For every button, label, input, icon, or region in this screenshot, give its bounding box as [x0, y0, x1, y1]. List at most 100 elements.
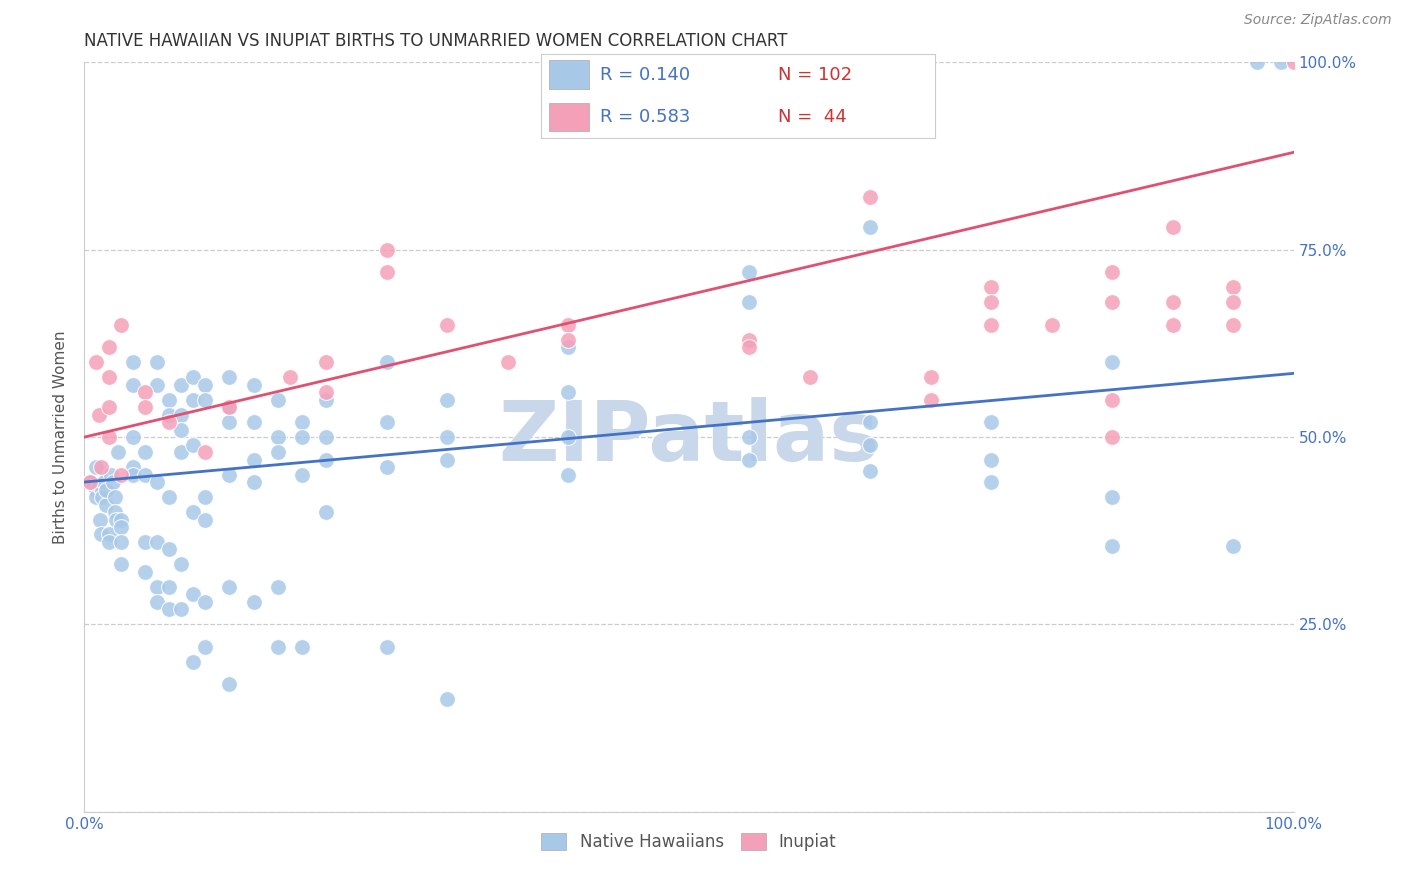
Point: [1270, 55, 1292, 70]
Point: [242, 475, 264, 489]
Point: [157, 408, 180, 422]
Point: [170, 445, 193, 459]
Point: [1222, 280, 1244, 294]
Point: [375, 640, 398, 654]
Point: [103, 475, 125, 489]
Point: [194, 640, 217, 654]
Point: [121, 460, 143, 475]
Point: [291, 415, 314, 429]
Point: [557, 340, 579, 354]
Point: [315, 430, 337, 444]
Point: [436, 318, 458, 332]
Point: [496, 355, 519, 369]
Point: [194, 512, 217, 526]
Point: [267, 580, 290, 594]
Bar: [550, 103, 589, 131]
Point: [134, 535, 156, 549]
Bar: [550, 61, 589, 89]
Point: [104, 490, 127, 504]
Point: [194, 377, 217, 392]
Point: [97, 370, 120, 384]
Point: [267, 430, 290, 444]
Text: R = 0.140: R = 0.140: [600, 66, 690, 84]
Point: [291, 467, 314, 482]
Point: [1161, 295, 1184, 310]
Point: [110, 512, 132, 526]
Point: [146, 377, 169, 392]
Point: [94, 498, 117, 512]
Point: [79, 475, 101, 489]
Point: [315, 355, 337, 369]
Point: [859, 190, 882, 204]
Point: [375, 243, 398, 257]
Point: [980, 318, 1002, 332]
Point: [436, 430, 458, 444]
Point: [181, 587, 204, 601]
Point: [267, 640, 290, 654]
Point: [242, 415, 264, 429]
Point: [89, 512, 111, 526]
Point: [110, 318, 132, 332]
Point: [157, 580, 180, 594]
Point: [194, 392, 217, 407]
Point: [146, 355, 169, 369]
Point: [97, 400, 120, 414]
Point: [375, 355, 398, 369]
Point: [121, 355, 143, 369]
Point: [218, 677, 240, 691]
Y-axis label: Births to Unmarried Women: Births to Unmarried Women: [52, 330, 67, 544]
Point: [181, 655, 204, 669]
Point: [104, 512, 127, 526]
Point: [170, 377, 193, 392]
Point: [79, 475, 101, 489]
Point: [738, 333, 761, 347]
Point: [436, 452, 458, 467]
Point: [1040, 318, 1063, 332]
Point: [170, 558, 193, 572]
Point: [557, 467, 579, 482]
Point: [1222, 539, 1244, 553]
Point: [157, 392, 180, 407]
Point: [436, 392, 458, 407]
Point: [134, 445, 156, 459]
Point: [157, 542, 180, 557]
Point: [87, 408, 110, 422]
Point: [267, 445, 290, 459]
Point: [104, 505, 127, 519]
Text: ZIPatlas: ZIPatlas: [499, 397, 879, 477]
Point: [1101, 265, 1123, 279]
Point: [278, 370, 301, 384]
Point: [557, 430, 579, 444]
Point: [170, 408, 193, 422]
Point: [1222, 318, 1244, 332]
Point: [1246, 55, 1268, 70]
Point: [97, 430, 120, 444]
Point: [218, 370, 240, 384]
Point: [291, 640, 314, 654]
Point: [86, 355, 108, 369]
Text: NATIVE HAWAIIAN VS INUPIAT BIRTHS TO UNMARRIED WOMEN CORRELATION CHART: NATIVE HAWAIIAN VS INUPIAT BIRTHS TO UNM…: [84, 32, 787, 50]
Point: [146, 535, 169, 549]
Text: N =  44: N = 44: [778, 108, 846, 126]
Point: [859, 220, 882, 235]
Point: [557, 385, 579, 400]
Point: [100, 467, 122, 482]
Point: [181, 437, 204, 451]
Point: [110, 467, 132, 482]
Legend: Native Hawaiians, Inupiat: Native Hawaiians, Inupiat: [533, 825, 845, 860]
Point: [91, 483, 114, 497]
Point: [157, 415, 180, 429]
Point: [218, 400, 240, 414]
Point: [242, 595, 264, 609]
Point: [920, 370, 942, 384]
Point: [170, 602, 193, 616]
Point: [134, 400, 156, 414]
Point: [859, 464, 882, 478]
Point: [110, 535, 132, 549]
Point: [1222, 295, 1244, 310]
Point: [90, 527, 112, 541]
Point: [738, 265, 761, 279]
Point: [980, 295, 1002, 310]
Point: [90, 460, 112, 475]
Point: [146, 595, 169, 609]
